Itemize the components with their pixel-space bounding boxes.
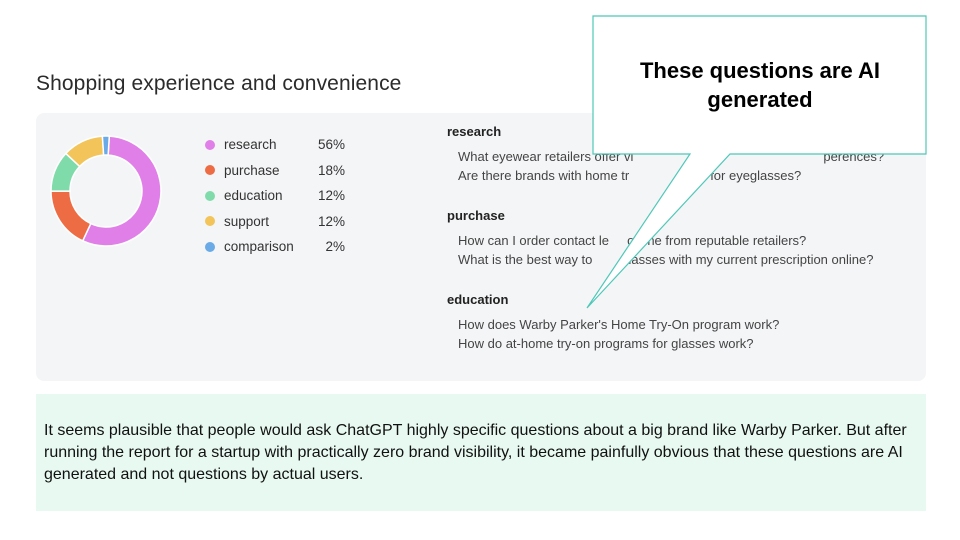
question-item[interactable]: How do at-home try-on programs for glass… (458, 335, 754, 351)
section-title: Shopping experience and convenience (36, 72, 402, 95)
legend-dot (205, 216, 215, 227)
legend-label: support (224, 213, 270, 229)
legend-label: comparison (224, 239, 294, 255)
group-heading: purchase (447, 208, 505, 223)
question-item[interactable]: How can I order contact le online from r… (458, 233, 807, 248)
donut-slice-research (81, 135, 162, 247)
legend-value: 12% (317, 188, 345, 204)
legend-value: 18% (317, 162, 345, 178)
question-text-tail: ms for eyeglasses? (689, 167, 802, 183)
callout-line-1: These questions are AI (639, 58, 881, 83)
legend-dot (205, 190, 215, 201)
legend-dot (205, 165, 215, 176)
group-heading: research (447, 124, 502, 139)
legend-item-purchase: purchase 18% (205, 158, 345, 184)
legend-item-education: education 12% (205, 183, 345, 209)
legend-item-research: research 56% (205, 132, 345, 158)
group-heading: education (447, 292, 509, 307)
question-item[interactable]: How does Warby Parker's Home Try-On prog… (458, 317, 780, 332)
question-item[interactable]: What eyewear retailers offer vi perences? (458, 148, 917, 167)
legend-value: 56% (317, 137, 345, 153)
legend-label: research (224, 137, 277, 153)
legend-label: purchase (224, 162, 280, 178)
commentary-text: It seems plausible that people would ask… (44, 422, 907, 483)
donut-chart (50, 135, 162, 247)
question-text: What eyewear retailers offer vi (458, 149, 634, 164)
donut-slice-comparison (101, 135, 111, 156)
question-groups: research What eyewear retailers offer vi… (447, 124, 917, 376)
commentary-box: It seems plausible that people would ask… (36, 394, 926, 511)
group-research: research What eyewear retailers offer vi… (447, 124, 917, 185)
question-text-tail: perences? (823, 149, 885, 164)
donut-legend: research 56% purchase 18% education 12% … (205, 132, 345, 260)
legend-item-support: support 12% (205, 209, 345, 235)
legend-item-comparison: comparison 2% (205, 234, 345, 260)
legend-dot (205, 241, 215, 252)
group-education: education How does Warby Parker's Home T… (447, 292, 917, 353)
callout-text: These questions are AI generated (594, 56, 926, 114)
question-item[interactable]: What is the best way to glasses with my … (458, 251, 874, 267)
legend-value: 2% (325, 239, 345, 255)
legend-label: education (224, 188, 283, 204)
question-text: Are there brands with home tr (458, 167, 630, 183)
legend-value: 12% (317, 213, 345, 229)
group-purchase: purchase How can I order contact le onli… (447, 208, 917, 269)
donut-slice-purchase (50, 190, 92, 242)
question-item[interactable]: Are there brands with home tr ms for eyeg… (458, 167, 917, 186)
legend-dot (205, 139, 215, 150)
callout-line-2: generated (707, 87, 813, 112)
